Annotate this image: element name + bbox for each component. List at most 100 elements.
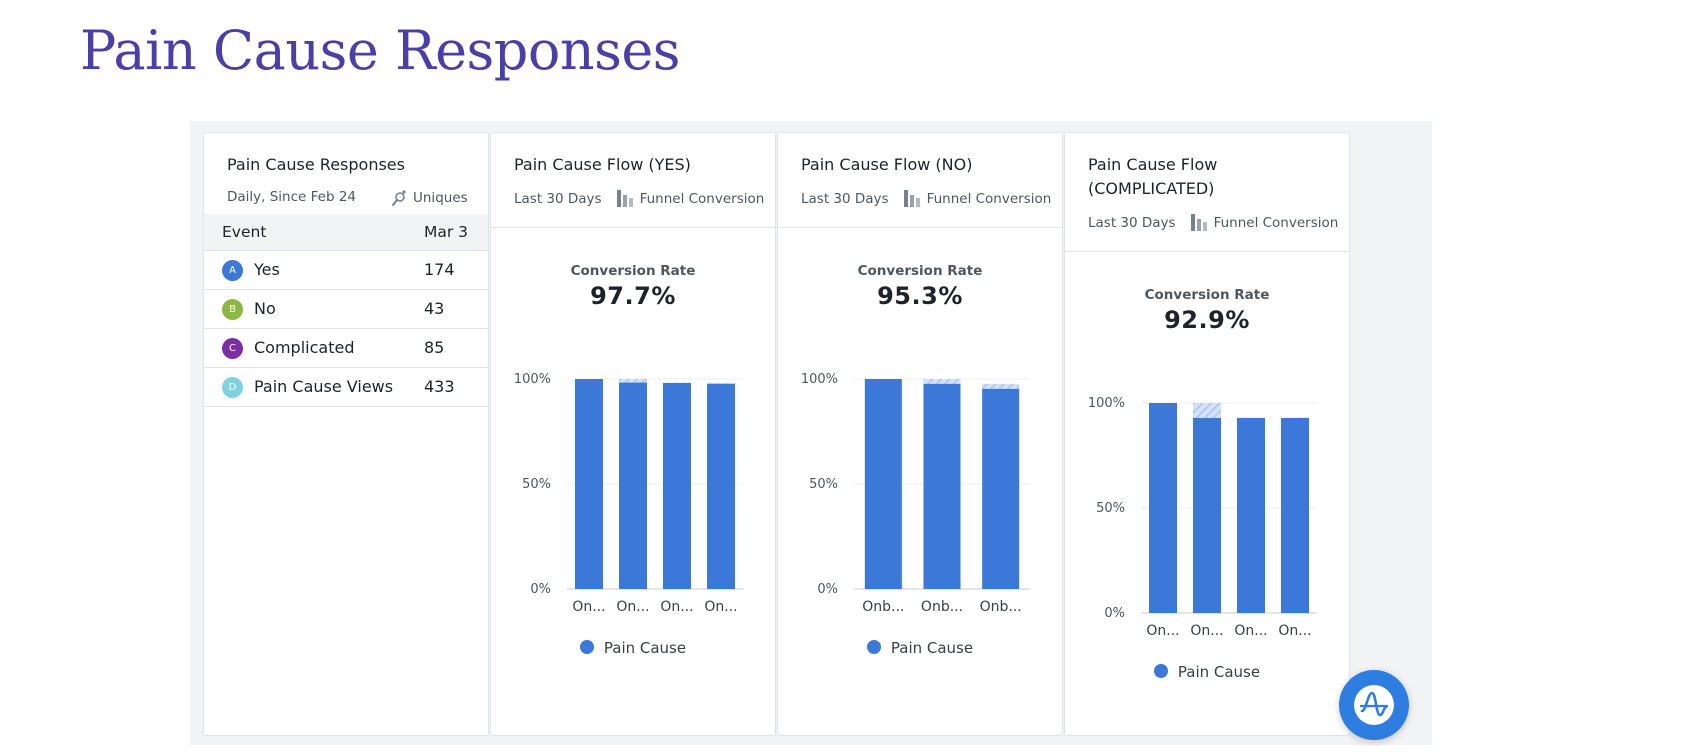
card-divider [1065,251,1349,252]
funnel-bar-chart[interactable]: 0% 50% 100% On... On... On... On... [1065,387,1350,647]
card-divider [778,227,1062,228]
chart-legend[interactable]: Pain Cause [491,639,775,657]
x-tick-label: On... [616,599,649,615]
range-label: Last 30 Days [514,190,602,207]
conversion-rate-label: Conversion Rate [1144,287,1270,303]
card-title[interactable]: Pain Cause Flow (COMPLICATED) [1088,153,1217,201]
y-tick-label: 0% [530,582,551,597]
chart-kind-label: Funnel Conversion [639,190,765,207]
event-badge: B [222,299,243,320]
funnel-chart-icon [903,190,920,207]
y-tick-label: 0% [817,582,838,597]
column-date[interactable]: Mar 3 [424,223,469,241]
bar[interactable] [864,379,902,589]
y-tick-label: 100% [514,372,551,387]
funnel-bar-chart[interactable]: 0% 50% 100% On... On... On... On... [491,363,776,623]
card-title[interactable]: Pain Cause Flow (YES) [514,155,691,174]
y-tick-label: 50% [522,477,551,492]
metric-label: Uniques [390,189,468,207]
conversion-rate-value: 92.9% [1164,306,1250,334]
range-label: Daily, Since Feb 24 [227,189,357,205]
card-title-line1: Pain Cause Flow [1088,155,1218,174]
event-value: 43 [424,299,445,318]
conversion-rate-value: 97.7% [590,282,676,310]
y-tick-label: 50% [1096,501,1125,516]
conversion-rate-label: Conversion Rate [570,263,696,279]
bar[interactable] [707,383,735,589]
bar[interactable] [663,382,691,589]
table-row[interactable]: A Yes 174 [204,251,488,290]
bar[interactable] [619,382,647,589]
event-badge: A [222,260,243,281]
bar[interactable] [575,379,603,589]
event-badge: D [222,377,243,398]
funnel-card-complicated[interactable]: Pain Cause Flow (COMPLICATED) Last 30 Da… [1064,132,1350,736]
funnel-card-no[interactable]: Pain Cause Flow (NO) Last 30 Days Funnel… [777,132,1063,736]
dropoff-segment[interactable] [707,382,735,384]
y-tick-label: 100% [801,372,838,387]
x-tick-label: On... [1278,623,1311,639]
dropoff-segment[interactable] [982,383,1020,389]
funnel-bar-chart[interactable]: 0% 50% 100% Onb... Onb... Onb... [778,363,1063,623]
card-title[interactable]: Pain Cause Responses [227,155,405,174]
bar[interactable] [1237,417,1265,613]
event-value: 85 [424,338,445,357]
chart-legend[interactable]: Pain Cause [1065,663,1349,681]
card-title-line2: (COMPLICATED) [1088,179,1215,198]
event-value: 433 [424,377,455,396]
legend-label: Pain Cause [1177,663,1261,681]
bar[interactable] [1149,403,1177,613]
x-tick-label: On... [1190,623,1223,639]
card-divider [491,227,775,228]
funnel-chart-icon [1190,214,1207,231]
x-tick-label: On... [572,599,605,615]
event-name[interactable]: Complicated [254,338,355,357]
page-title: Pain Cause Responses [80,19,681,82]
column-event[interactable]: Event [222,223,267,241]
bar[interactable] [1193,417,1221,613]
amplitude-logo-icon [1354,685,1394,725]
dashboard-board: Pain Cause Responses Daily, Since Feb 24… [190,121,1432,745]
x-tick-label: Onb... [980,599,1022,615]
card-title[interactable]: Pain Cause Flow (NO) [801,155,973,174]
bar[interactable] [1281,417,1309,613]
chart-legend[interactable]: Pain Cause [778,639,1062,657]
legend-dot [1153,664,1168,678]
conversion-rate-value: 95.3% [877,282,963,310]
y-tick-label: 50% [809,477,838,492]
dropoff-segment[interactable] [1193,403,1221,418]
table-row[interactable]: C Complicated 85 [204,329,488,368]
event-name[interactable]: Yes [254,260,280,279]
bar[interactable] [923,383,961,589]
event-name[interactable]: Pain Cause Views [254,377,394,396]
table-header: Event Mar 3 [204,214,488,251]
x-tick-label: On... [1234,623,1267,639]
event-name[interactable]: No [254,299,276,318]
card-subtitle: Last 30 Days Funnel Conversion [801,189,1051,208]
event-value: 174 [424,260,455,279]
dropoff-segment[interactable] [923,379,961,384]
conversion-rate-label: Conversion Rate [857,263,983,279]
table-row[interactable]: B No 43 [204,290,488,329]
funnel-chart-icon [616,190,633,207]
x-tick-label: Onb... [862,599,904,615]
legend-dot [866,640,881,654]
uniques-label: Uniques [413,190,468,206]
card-subtitle: Daily, Since Feb 24 [227,189,356,205]
y-tick-label: 100% [1088,396,1125,411]
dropoff-segment[interactable] [619,379,647,383]
x-tick-label: On... [1146,623,1179,639]
event-badge: C [222,338,243,359]
legend-label: Pain Cause [603,639,687,657]
chart-kind-label: Funnel Conversion [926,190,1052,207]
card-subtitle: Last 30 Days Funnel Conversion [1088,213,1338,232]
funnel-card-yes[interactable]: Pain Cause Flow (YES) Last 30 Days Funne… [490,132,776,736]
bar[interactable] [982,388,1020,589]
chart-kind-label: Funnel Conversion [1213,214,1339,231]
amplitude-help-button[interactable] [1339,670,1409,740]
range-label: Last 30 Days [801,190,889,207]
table-row[interactable]: D Pain Cause Views 433 [204,368,488,407]
legend-dot [579,640,594,654]
y-tick-label: 0% [1104,606,1125,621]
responses-card[interactable]: Pain Cause Responses Daily, Since Feb 24… [203,132,489,736]
